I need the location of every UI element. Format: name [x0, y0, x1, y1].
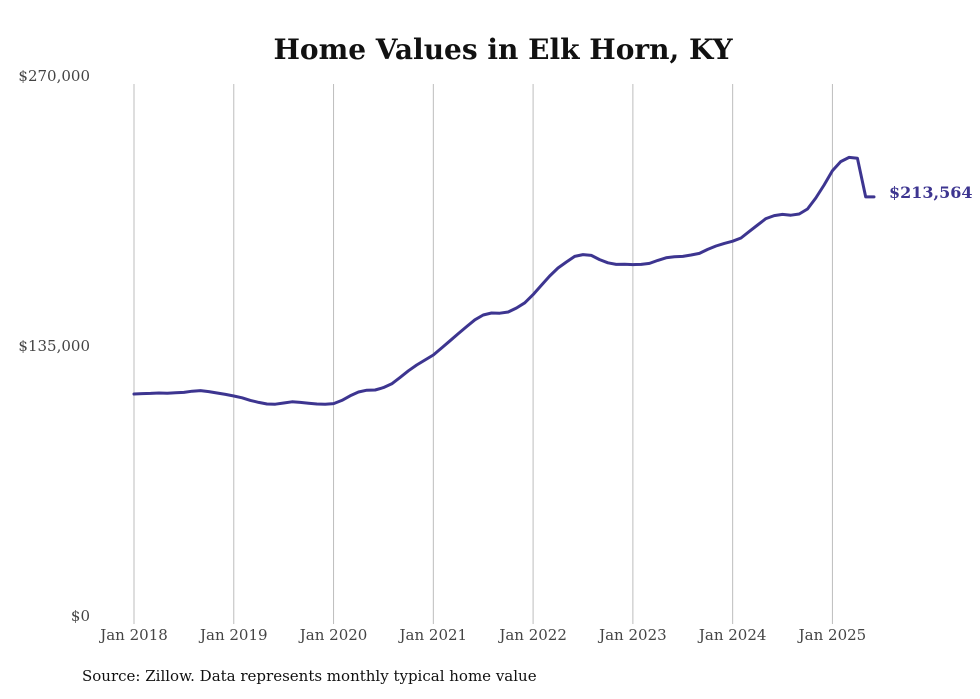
x-tick-label: Jan 2025: [797, 626, 867, 644]
end-value-label: $213,564: [889, 183, 973, 202]
series-layer: $213,564: [132, 155, 973, 406]
source-note: Source: Zillow. Data represents monthly …: [82, 667, 537, 685]
x-axis-ticks: Jan 2018 Jan 2019 Jan 2020 Jan 2021 Jan 2022…: [98, 626, 866, 644]
x-tick-label: Jan 2023: [597, 626, 667, 644]
y-tick-label: $135,000: [18, 337, 90, 355]
y-axis-ticks: $0 $135,000 $270,000: [18, 67, 90, 625]
gridlines: [133, 84, 833, 624]
x-tick-label: Jan 2022: [497, 626, 567, 644]
y-tick-label: $0: [71, 607, 90, 625]
x-tick-label: Jan 2018: [98, 626, 168, 644]
x-tick-label: Jan 2020: [298, 626, 368, 644]
x-tick-label: Jan 2024: [697, 626, 767, 644]
chart-title: Home Values in Elk Horn, KY: [273, 33, 733, 66]
x-tick-label: Jan 2021: [398, 626, 468, 644]
x-tick-label: Jan 2019: [198, 626, 268, 644]
series-line: [132, 155, 876, 406]
y-tick-label: $270,000: [18, 67, 90, 85]
